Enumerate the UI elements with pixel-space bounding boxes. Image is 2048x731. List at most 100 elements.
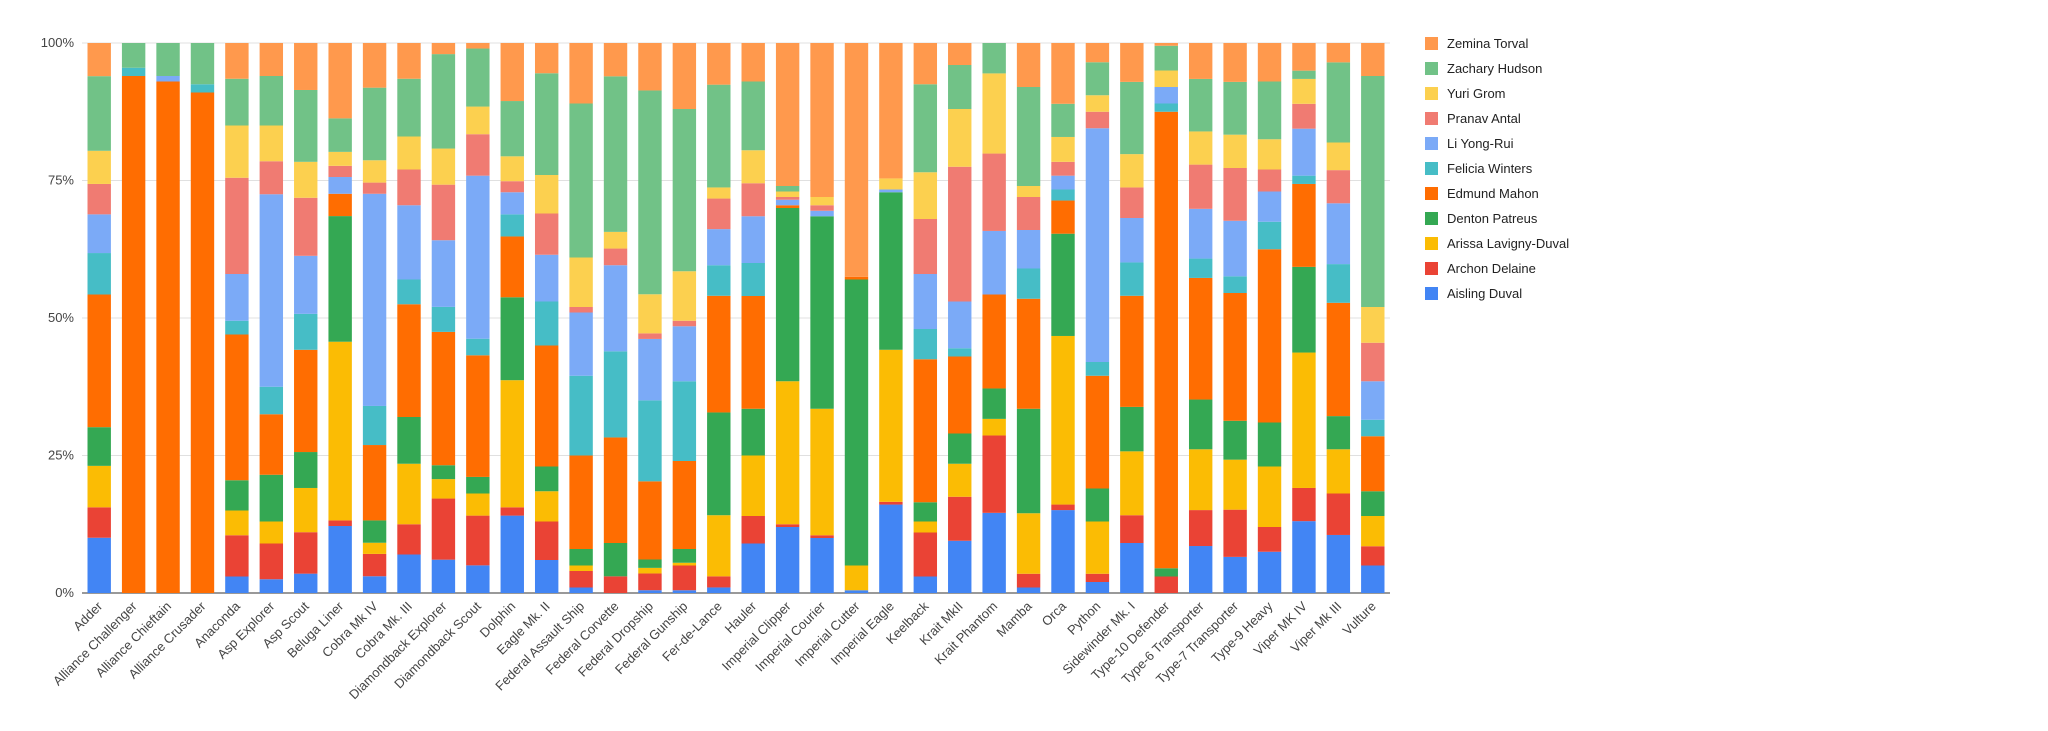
bar-segment bbox=[982, 73, 1006, 154]
bar-segment bbox=[362, 193, 387, 406]
bar-segment bbox=[1120, 451, 1144, 516]
bar-segment bbox=[741, 455, 765, 516]
bar-segment bbox=[1326, 62, 1351, 143]
legend-swatch bbox=[1425, 162, 1438, 175]
bar-segment bbox=[603, 76, 628, 232]
bar-segment bbox=[569, 375, 593, 456]
legend-swatch bbox=[1425, 187, 1438, 200]
bar-segment bbox=[1120, 295, 1144, 407]
bar-segment bbox=[466, 43, 490, 49]
bar-segment bbox=[534, 43, 559, 74]
bar-segment bbox=[948, 433, 972, 464]
bar-segment bbox=[1257, 249, 1282, 423]
bar-segment bbox=[1326, 142, 1351, 171]
bar-segment bbox=[741, 150, 765, 184]
bar-segment bbox=[1188, 258, 1213, 278]
bar-segment bbox=[466, 565, 490, 593]
bar-segment bbox=[534, 345, 559, 467]
legend-swatch bbox=[1425, 262, 1438, 275]
bar-segment bbox=[810, 538, 834, 593]
legend-label: Li Yong-Rui bbox=[1447, 136, 1514, 151]
bar-segment bbox=[1361, 565, 1385, 593]
bar-segment bbox=[1120, 515, 1144, 543]
bar-segment bbox=[948, 463, 972, 497]
bar-segment bbox=[500, 156, 524, 182]
bar-segment bbox=[1292, 487, 1316, 522]
bar-segment bbox=[87, 76, 111, 151]
bar-segment bbox=[982, 388, 1006, 419]
bar-segment bbox=[534, 521, 559, 560]
bar-segment bbox=[534, 254, 559, 302]
bar-segment bbox=[1326, 170, 1351, 204]
legend: Zemina Torval Zachary Hudson Yuri Grom Pran… bbox=[1425, 36, 1569, 301]
bar-segment bbox=[1016, 298, 1041, 409]
bar-segment bbox=[1120, 154, 1144, 188]
bar-segment bbox=[1257, 169, 1282, 192]
bar-segment bbox=[913, 219, 938, 274]
bar-segment bbox=[672, 461, 697, 549]
bar-segment bbox=[672, 320, 697, 327]
bar-segment bbox=[1016, 587, 1041, 593]
bar-segment bbox=[638, 481, 662, 560]
bar-segment bbox=[87, 183, 111, 215]
bar-segment bbox=[362, 520, 387, 543]
bar-segment bbox=[1085, 573, 1110, 582]
bar-segment bbox=[913, 502, 938, 522]
bar-segment bbox=[1223, 43, 1247, 82]
bar-segment bbox=[603, 231, 628, 249]
legend-label: Pranav Antal bbox=[1447, 111, 1521, 126]
bar-segment bbox=[1051, 161, 1075, 176]
bar-segment bbox=[397, 169, 421, 206]
bar-segment bbox=[294, 573, 318, 593]
bar-segment bbox=[1154, 576, 1178, 593]
bar-segment bbox=[294, 255, 318, 314]
bar-segment bbox=[603, 437, 628, 543]
bar-segment bbox=[741, 43, 765, 82]
bar-segment bbox=[913, 521, 938, 533]
bar-segment bbox=[87, 507, 111, 538]
bar-segment bbox=[948, 166, 972, 302]
bar-segment bbox=[707, 295, 731, 413]
bar-segment bbox=[328, 165, 352, 178]
bar-segment bbox=[225, 535, 249, 577]
bar-segment bbox=[397, 524, 421, 555]
bar-segment bbox=[1051, 136, 1075, 162]
bar-segment bbox=[638, 338, 662, 401]
bar-segment bbox=[638, 90, 662, 295]
bar-segment bbox=[569, 312, 593, 376]
bar-segment bbox=[362, 43, 387, 88]
bar-segment bbox=[328, 118, 352, 152]
bar-segment bbox=[431, 331, 456, 466]
bar-segment bbox=[1292, 521, 1316, 593]
bar-segment bbox=[1223, 556, 1247, 593]
bar-segment bbox=[982, 43, 1006, 74]
bar-segment bbox=[1257, 527, 1282, 552]
bar-segment bbox=[534, 466, 559, 492]
bar-segment bbox=[294, 452, 318, 488]
bar-segment bbox=[1051, 103, 1075, 137]
bar-segment bbox=[1223, 420, 1247, 460]
bar-segment bbox=[707, 198, 731, 230]
bar-segment bbox=[1292, 103, 1316, 129]
bar-segment bbox=[534, 213, 559, 255]
bar-segment bbox=[1361, 516, 1385, 547]
legend-swatch bbox=[1425, 87, 1438, 100]
bar-segment bbox=[397, 304, 421, 417]
bar-segment bbox=[1361, 43, 1385, 76]
bar-segment bbox=[1292, 175, 1316, 184]
bar-segment bbox=[1223, 459, 1247, 510]
bar-segment bbox=[569, 307, 593, 313]
bar-segment bbox=[741, 263, 765, 296]
bar-segment bbox=[87, 253, 111, 295]
bar-segment bbox=[1292, 128, 1316, 176]
bar-segment bbox=[259, 521, 284, 544]
legend-label: Denton Patreus bbox=[1447, 211, 1538, 226]
bar-segment bbox=[638, 590, 662, 593]
bar-segment bbox=[603, 576, 628, 593]
bar-segment bbox=[1326, 449, 1351, 494]
bar-segment bbox=[500, 181, 524, 193]
bar-segment bbox=[913, 359, 938, 503]
bar-segment bbox=[500, 380, 524, 508]
bar-segment bbox=[775, 191, 800, 197]
